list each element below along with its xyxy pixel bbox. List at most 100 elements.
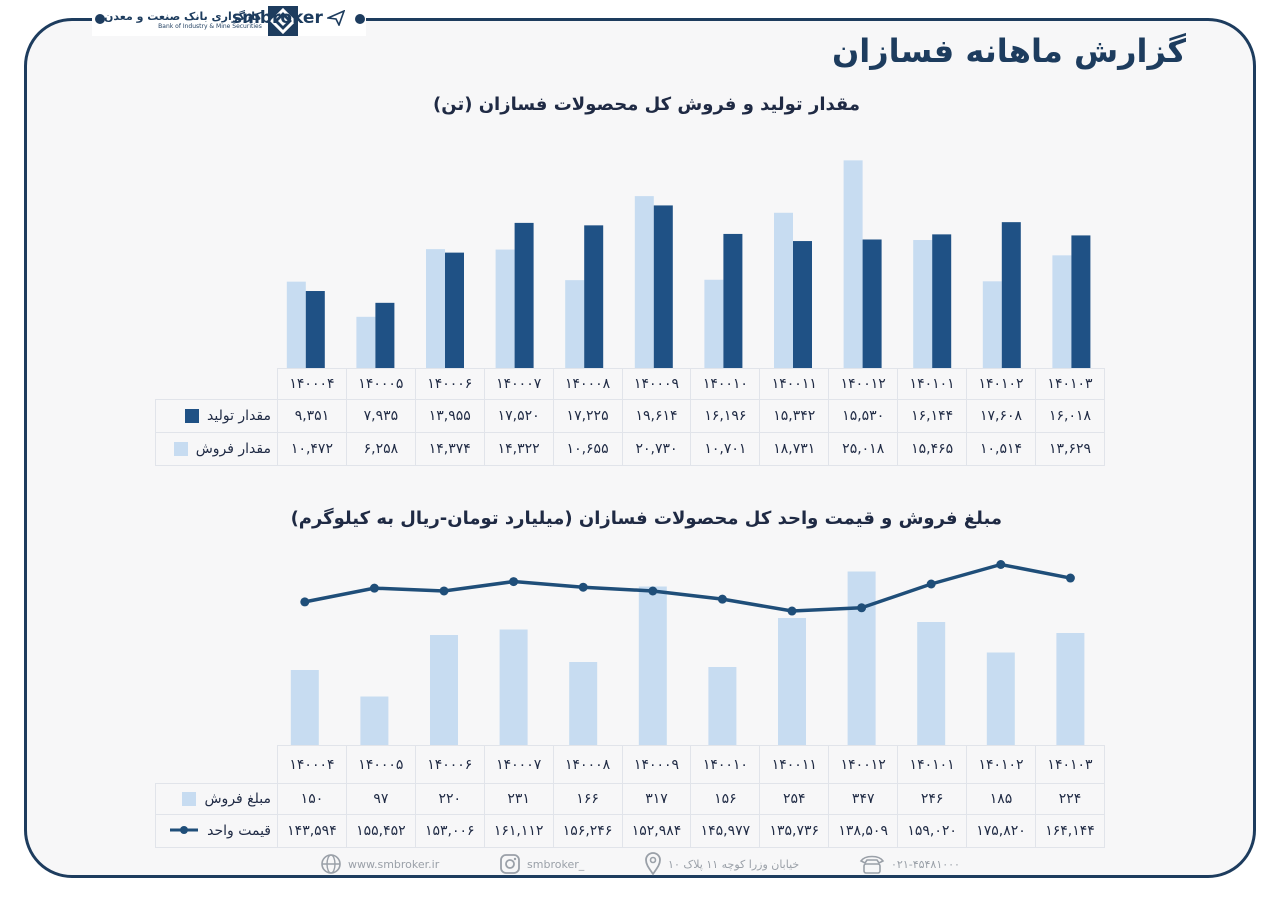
legend-unit-price: قیمت واحد	[155, 814, 278, 848]
sales-amount-value-7: ۲۵۴	[759, 783, 830, 815]
sales-amount-bar-7	[778, 618, 806, 745]
chart2-category-10: ۱۴۰۱۰۲	[966, 745, 1036, 784]
unit-price-point-1	[369, 583, 379, 593]
unit-price-value-4: ۱۵۶,۲۴۶	[552, 814, 623, 848]
legend-production-label: مقدار تولید	[207, 408, 271, 424]
bank-name: کارگزاری بانک صنعت و معدن	[104, 10, 262, 23]
bank-logo-block: کارگزاری بانک صنعت و معدن Bank of Indust…	[104, 6, 298, 36]
chart2-category-3: ۱۴۰۰۰۷	[483, 745, 554, 784]
chart2-category-4: ۱۴۰۰۰۸	[552, 745, 623, 784]
footer: www.smbroker.ir smbroker_ خیابان وزرا کو…	[320, 851, 960, 877]
production-value-2: ۱۳,۹۵۵	[414, 399, 485, 433]
chart1-category-1: ۱۴۰۰۰۵	[345, 368, 416, 400]
sales-qty-bar-8	[843, 160, 863, 369]
sales-amount-value-8: ۳۴۷	[828, 783, 899, 815]
legend-production-swatch	[185, 409, 199, 423]
production-value-3: ۱۷,۵۲۰	[483, 399, 554, 433]
legend-sales-amount: مبلغ فروش	[155, 783, 278, 815]
production-value-11: ۱۶,۰۱۸	[1034, 399, 1106, 433]
telephone-icon	[859, 855, 885, 874]
unit-price-point-3	[509, 577, 519, 587]
sales-amount-value-9: ۲۴۶	[897, 783, 968, 815]
sales-qty-value-3: ۱۴,۳۲۲	[483, 432, 554, 466]
instagram-icon	[500, 854, 520, 874]
sales-qty-value-1: ۶,۲۵۸	[345, 432, 416, 466]
chart1-category-8: ۱۴۰۰۱۲	[828, 368, 899, 400]
footer-address-text: خیابان وزرا کوچه ۱۱ پلاک ۱۰	[668, 857, 800, 871]
legend-sales-amount-label: مبلغ فروش	[204, 791, 271, 807]
chart1-category-2: ۱۴۰۰۰۶	[414, 368, 485, 400]
unit-price-value-11: ۱۶۴,۱۴۴	[1034, 814, 1106, 848]
production-bar-2	[445, 252, 464, 369]
unit-price-value-1: ۱۵۵,۴۵۲	[345, 814, 416, 848]
sales-amount-bar-9	[917, 622, 946, 745]
sales-qty-bar-6	[704, 279, 724, 369]
chart2-category-0: ۱۴۰۰۰۴	[277, 745, 347, 784]
unit-price-value-0: ۱۴۳,۵۹۴	[277, 814, 347, 848]
sales-amount-value-3: ۲۳۱	[483, 783, 554, 815]
sales-qty-bar-11	[1052, 255, 1072, 369]
sales-qty-bar-9	[913, 240, 933, 369]
production-value-9: ۱۶,۱۴۴	[897, 399, 968, 433]
globe-icon	[321, 854, 341, 874]
unit-price-point-10	[996, 559, 1006, 569]
sales-amount-bar-2	[430, 635, 458, 745]
legend-sales-qty-swatch	[173, 442, 188, 456]
chart1-category-3: ۱۴۰۰۰۷	[483, 368, 554, 400]
sales-amount-value-10: ۱۸۵	[966, 783, 1036, 815]
unit-price-value-6: ۱۴۵,۹۷۷	[690, 814, 761, 848]
footer-website-text: www.smbroker.ir	[348, 857, 440, 871]
unit-price-value-3: ۱۶۱,۱۱۲	[483, 814, 554, 848]
legend-sales-qty: مقدار فروش	[155, 432, 278, 466]
chart1-category-10: ۱۴۰۱۰۲	[966, 368, 1036, 400]
production-bar-11	[1071, 235, 1091, 369]
chart1-data-table: ۱۴۰۰۰۴ ۱۴۰۰۰۵ ۱۴۰۰۰۶ ۱۴۰۰۰۷ ۱۴۰۰۰۸ ۱۴۰۰۰۹ ۱۴۰۰…	[155, 368, 1106, 466]
sales-amount-value-4: ۱۶۶	[552, 783, 623, 815]
production-value-4: ۱۷,۲۲۵	[552, 399, 623, 433]
chart1-sales-row: مقدار فروش ۱۰,۴۷۲ ۶,۲۵۸ ۱۴,۳۷۴ ۱۴,۳۲۲ ۱۰,۶۵۵ ۲…	[155, 432, 1106, 466]
sales-amount-bar-6	[708, 667, 737, 745]
unit-price-point-4	[578, 582, 588, 592]
sales-amount-value-0: ۱۵۰	[277, 783, 347, 815]
sales-qty-value-8: ۲۵,۰۱۸	[828, 432, 899, 466]
sales-qty-bar-0	[286, 281, 306, 369]
sales-amount-bar-3	[499, 629, 528, 745]
sales-amount-value-6: ۱۵۶	[690, 783, 761, 815]
legend-unit-price-label: قیمت واحد	[207, 823, 271, 839]
production-value-5: ۱۹,۶۱۴	[621, 399, 692, 433]
footer-instagram: smbroker_	[499, 853, 584, 875]
unit-price-value-5: ۱۵۲,۹۸۴	[621, 814, 692, 848]
sales-amount-bar-8	[847, 571, 876, 745]
unit-price-value-2: ۱۵۳,۰۰۶	[414, 814, 485, 848]
production-bar-7	[793, 241, 812, 369]
chart2-amount-row: مبلغ فروش ۱۵۰ ۹۷ ۲۲۰ ۲۳۱ ۱۶۶ ۳۱۷ ۱۵۶ ۲۵۴ ۳۴۷ ۲۴۶ ۱۸…	[155, 783, 1106, 815]
header-strip	[92, 6, 366, 36]
footer-phone-text: ۰۲۱-۴۵۴۸۱۰۰۰	[891, 857, 960, 871]
sales-qty-bar-2	[426, 249, 445, 369]
production-value-6: ۱۶,۱۹۶	[690, 399, 761, 433]
production-bar-0	[305, 291, 325, 369]
chart1-corner-cell	[156, 369, 278, 400]
production-bar-9	[932, 234, 952, 369]
legend-unit-price-line-swatch	[169, 823, 199, 839]
sales-amount-value-11: ۲۲۴	[1034, 783, 1106, 815]
sales-qty-bar-10	[982, 281, 1002, 369]
sales-qty-value-0: ۱۰,۴۷۲	[277, 432, 347, 466]
sales-qty-bar-4	[565, 280, 585, 369]
header-dot-left	[95, 14, 105, 24]
sales-qty-value-11: ۱۳,۶۲۹	[1034, 432, 1106, 466]
unit-price-line	[304, 562, 1071, 613]
chart1-category-0: ۱۴۰۰۰۴	[277, 368, 347, 400]
chart1-category-6: ۱۴۰۰۱۰	[690, 368, 761, 400]
sales-qty-value-6: ۱۰,۷۰۱	[690, 432, 761, 466]
footer-address: خیابان وزرا کوچه ۱۱ پلاک ۱۰	[644, 852, 799, 876]
unit-price-value-8: ۱۳۸,۵۰۹	[828, 814, 899, 848]
legend-production: مقدار تولید	[155, 399, 278, 433]
page-title: گزارش ماهانه فسازان	[831, 32, 1186, 70]
paper-plane-icon	[326, 10, 345, 26]
chart2-category-6: ۱۴۰۰۱۰	[690, 745, 761, 784]
unit-price-point-11	[1065, 573, 1075, 583]
footer-website: www.smbroker.ir	[320, 853, 439, 875]
sales-qty-bar-5	[634, 196, 654, 369]
